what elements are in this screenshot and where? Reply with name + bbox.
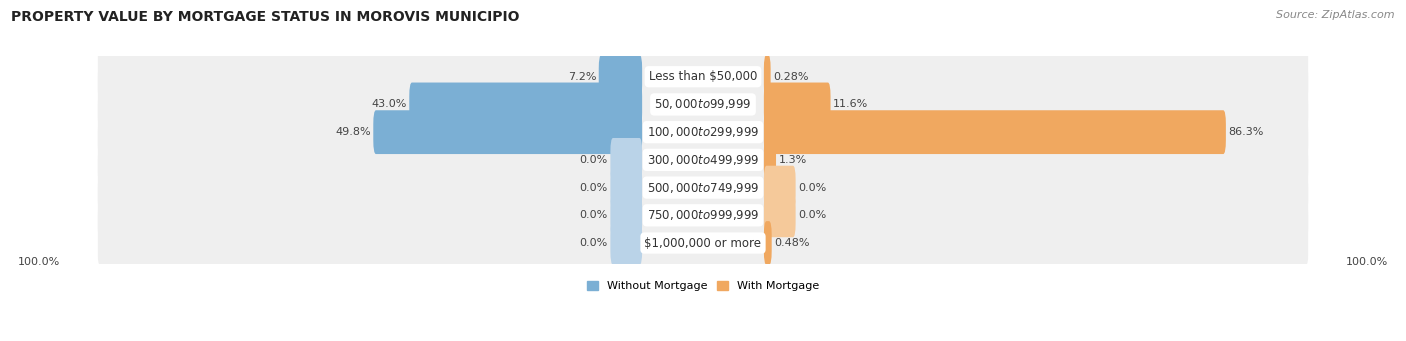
Legend: Without Mortgage, With Mortgage: Without Mortgage, With Mortgage	[582, 277, 824, 296]
FancyBboxPatch shape	[763, 221, 772, 265]
Text: Less than $50,000: Less than $50,000	[648, 70, 758, 83]
Text: Source: ZipAtlas.com: Source: ZipAtlas.com	[1277, 10, 1395, 20]
FancyBboxPatch shape	[610, 138, 643, 182]
FancyBboxPatch shape	[98, 95, 1308, 153]
Text: 0.0%: 0.0%	[799, 210, 827, 220]
Text: $300,000 to $499,999: $300,000 to $499,999	[647, 153, 759, 167]
Text: 0.0%: 0.0%	[799, 182, 827, 193]
Text: 100.0%: 100.0%	[1346, 257, 1388, 267]
FancyBboxPatch shape	[409, 83, 643, 126]
FancyBboxPatch shape	[599, 55, 643, 99]
FancyBboxPatch shape	[610, 193, 643, 237]
Text: $100,000 to $299,999: $100,000 to $299,999	[647, 125, 759, 139]
Text: 0.0%: 0.0%	[579, 238, 607, 248]
FancyBboxPatch shape	[98, 150, 1308, 209]
Text: 0.0%: 0.0%	[579, 155, 607, 165]
FancyBboxPatch shape	[373, 110, 643, 154]
Text: 0.28%: 0.28%	[773, 72, 808, 82]
FancyBboxPatch shape	[763, 138, 776, 182]
Text: $50,000 to $99,999: $50,000 to $99,999	[654, 98, 752, 112]
Text: 1.3%: 1.3%	[779, 155, 807, 165]
FancyBboxPatch shape	[610, 221, 643, 265]
Text: 43.0%: 43.0%	[371, 100, 406, 109]
FancyBboxPatch shape	[98, 67, 1308, 126]
Text: $1,000,000 or more: $1,000,000 or more	[644, 237, 762, 250]
FancyBboxPatch shape	[98, 178, 1308, 237]
FancyBboxPatch shape	[763, 55, 770, 99]
FancyBboxPatch shape	[763, 193, 796, 237]
Text: $500,000 to $749,999: $500,000 to $749,999	[647, 181, 759, 195]
Text: PROPERTY VALUE BY MORTGAGE STATUS IN MOROVIS MUNICIPIO: PROPERTY VALUE BY MORTGAGE STATUS IN MOR…	[11, 10, 520, 24]
Text: 0.0%: 0.0%	[579, 182, 607, 193]
Text: 0.48%: 0.48%	[775, 238, 810, 248]
FancyBboxPatch shape	[763, 166, 796, 209]
Text: 86.3%: 86.3%	[1229, 127, 1264, 137]
FancyBboxPatch shape	[98, 39, 1308, 98]
FancyBboxPatch shape	[98, 122, 1308, 181]
Text: 7.2%: 7.2%	[568, 72, 596, 82]
Text: 0.0%: 0.0%	[579, 210, 607, 220]
Text: $750,000 to $999,999: $750,000 to $999,999	[647, 208, 759, 222]
Text: 100.0%: 100.0%	[18, 257, 60, 267]
FancyBboxPatch shape	[763, 110, 1226, 154]
FancyBboxPatch shape	[610, 166, 643, 209]
FancyBboxPatch shape	[98, 206, 1308, 264]
FancyBboxPatch shape	[763, 83, 831, 126]
Text: 49.8%: 49.8%	[335, 127, 371, 137]
Text: 11.6%: 11.6%	[834, 100, 869, 109]
